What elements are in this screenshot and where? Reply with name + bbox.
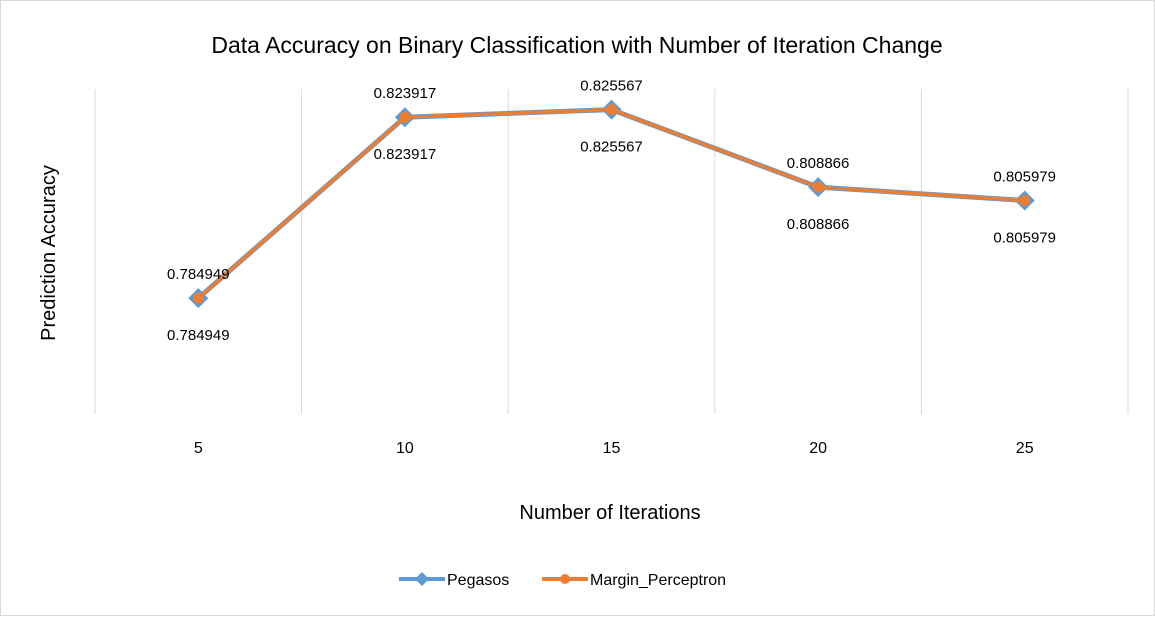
x-tick-label: 25 bbox=[1016, 440, 1034, 457]
x-tick-label: 15 bbox=[603, 440, 621, 457]
data-point-circle bbox=[1019, 195, 1031, 207]
legend-label: Pegasos bbox=[447, 572, 509, 589]
legend-marker-diamond bbox=[415, 572, 429, 586]
y-axis-title: Prediction Accuracy bbox=[38, 165, 60, 341]
data-label: 0.805979 bbox=[993, 230, 1056, 247]
x-axis-title: Number of Iterations bbox=[519, 502, 700, 524]
x-tick-label: 5 bbox=[194, 440, 203, 457]
legend-marker-circle bbox=[560, 574, 570, 584]
data-point-circle bbox=[399, 111, 411, 123]
legend-item: Pegasos bbox=[399, 572, 509, 589]
legend-label: Margin_Perceptron bbox=[590, 572, 726, 589]
data-point-circle bbox=[606, 104, 617, 116]
gridlines bbox=[94, 89, 1129, 414]
data-label: 0.825567 bbox=[580, 139, 643, 156]
series-layer bbox=[188, 99, 1035, 309]
data-point-circle bbox=[812, 181, 824, 193]
x-tick-labels: 5 10 15 20 25 bbox=[194, 440, 1034, 457]
data-label: 0.784949 bbox=[167, 266, 230, 283]
x-tick-label: 20 bbox=[809, 440, 827, 457]
x-tick-label: 10 bbox=[396, 440, 414, 457]
data-label: 0.808866 bbox=[787, 216, 850, 233]
data-label: 0.784949 bbox=[167, 327, 230, 344]
legend-item: Margin_Perceptron bbox=[542, 572, 726, 589]
data-label: 0.825567 bbox=[580, 78, 643, 95]
data-label: 0.805979 bbox=[993, 169, 1056, 186]
series-margin_perceptron bbox=[192, 104, 1031, 304]
data-label: 0.823917 bbox=[374, 146, 437, 163]
series-pegasos bbox=[188, 99, 1035, 309]
legend: Pegasos Margin_Perceptron bbox=[399, 572, 726, 589]
chart-title: Data Accuracy on Binary Classification w… bbox=[211, 32, 942, 58]
data-labels: 0.784949 0.823917 0.825567 0.808866 0.805979… bbox=[167, 78, 1056, 345]
data-label: 0.823917 bbox=[374, 85, 437, 102]
data-label: 0.808866 bbox=[787, 155, 850, 172]
data-point-circle bbox=[192, 292, 204, 304]
